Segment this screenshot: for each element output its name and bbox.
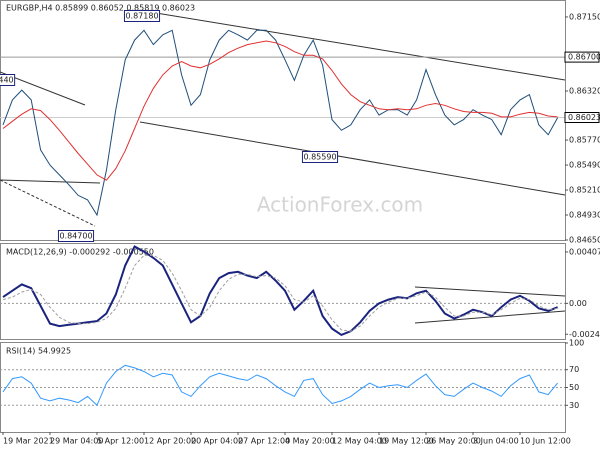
y-tick-label: 0.85770 xyxy=(569,136,600,145)
panel-title: MACD(12,26,9) -0.000292 -0.000550 xyxy=(6,248,154,257)
channel-top xyxy=(149,11,566,81)
y-tick-label: 50 xyxy=(569,383,579,392)
annotation-box xyxy=(0,74,16,86)
x-tick-label: 12 Apr 20:00 xyxy=(144,437,196,446)
price-level-box xyxy=(564,51,600,63)
channel-bottom xyxy=(139,121,566,196)
annotation-box xyxy=(301,151,339,163)
y-tick-label: 0.84650 xyxy=(569,236,600,245)
y-tick-label: 30 xyxy=(569,401,579,410)
price-level-label: 0.86700 xyxy=(568,53,600,62)
annotation: 440 xyxy=(0,76,14,85)
watermark: ActionForex.com xyxy=(257,193,423,217)
panel-title: EURGBP,H4 0.85899 0.86052 0.85819 0.8602… xyxy=(6,4,195,13)
y-tick-label: 100 xyxy=(569,339,584,348)
annotation-box xyxy=(57,230,95,242)
series-line xyxy=(2,29,559,217)
price-level-box xyxy=(564,112,600,124)
y-tick-label: 0.00 xyxy=(569,299,587,308)
series-line xyxy=(2,40,558,181)
y-tick-label: 0.004071 xyxy=(569,247,600,256)
y-tick-label: 0.86320 xyxy=(569,87,600,96)
annotation: 0.85590 xyxy=(303,153,336,162)
x-tick-label: 10 Jun 12:00 xyxy=(520,437,571,446)
x-tick-label: 26 May 20:00 xyxy=(426,437,481,446)
y-tick-label: 70 xyxy=(569,365,579,374)
x-tick-label: 20 Apr 04:00 xyxy=(191,437,243,446)
series-line xyxy=(2,254,558,332)
x-tick-label: 3 Jun 04:00 xyxy=(473,437,519,446)
trendlines xyxy=(0,11,566,324)
panel-title: RSI(14) 54.9925 xyxy=(6,347,71,356)
series-line xyxy=(2,245,558,337)
x-tick-label: 27 Apr 12:00 xyxy=(238,437,290,446)
annotation: 0.87180 xyxy=(125,12,158,21)
y-tick-label: 0.85210 xyxy=(569,186,600,195)
x-tick-label: 19 Mar 2021 xyxy=(3,437,54,446)
macd-panel xyxy=(0,243,566,340)
x-tick-label: 29 Mar 04:00 xyxy=(50,437,103,446)
x-tick-label: 19 May 12:00 xyxy=(379,437,434,446)
y-tick-label: 0.87150 xyxy=(569,12,600,21)
x-tick-label: 12 May 04:00 xyxy=(332,437,387,446)
macd-trendline xyxy=(414,310,566,324)
y-tick-label: 0.84930 xyxy=(569,211,600,220)
trendline xyxy=(0,179,101,184)
trendline xyxy=(0,179,96,227)
macd-trendline xyxy=(414,286,566,297)
annotation-box xyxy=(123,10,161,22)
annotation: 0.84700 xyxy=(59,232,92,241)
series-line xyxy=(2,364,558,407)
price-level-label: 0.86023 xyxy=(568,113,600,122)
y-tick-label: -0.002445 xyxy=(569,330,600,339)
x-tick-label: 4 May 20:00 xyxy=(285,437,335,446)
x-tick-label: 5 Apr 12:00 xyxy=(97,437,144,446)
y-tick-label: 0.85490 xyxy=(569,161,600,170)
